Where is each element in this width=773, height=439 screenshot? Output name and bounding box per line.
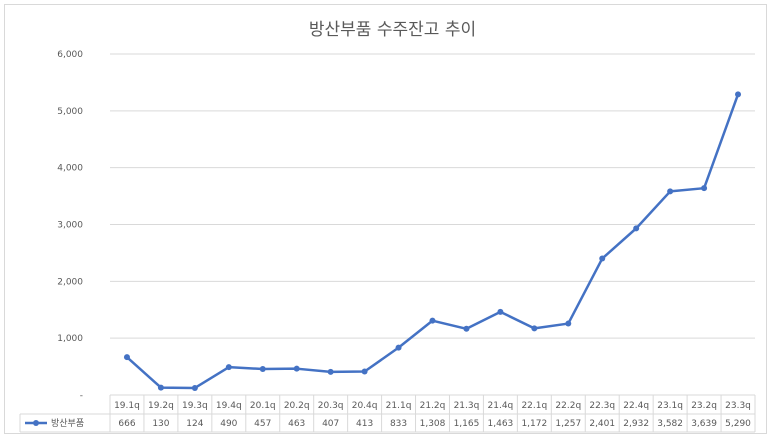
- data-table-value: 1,172: [521, 419, 547, 429]
- data-point: [701, 185, 708, 192]
- y-tick-label: 1,000: [57, 334, 83, 344]
- data-point: [191, 384, 198, 391]
- data-point: [395, 344, 402, 351]
- data-table-value: 407: [322, 419, 339, 429]
- data-table-value: 2,932: [623, 419, 649, 429]
- x-tick-label: 19.4q: [216, 401, 242, 411]
- data-table-value: 833: [390, 419, 407, 429]
- y-tick-label: 6,000: [57, 50, 83, 60]
- data-point: [361, 368, 368, 375]
- x-tick-label: 21.4q: [488, 401, 514, 411]
- data-table-value: 1,463: [488, 419, 514, 429]
- x-tick-label: 23.1q: [657, 401, 683, 411]
- x-tick-label: 21.3q: [454, 401, 480, 411]
- x-tick-label: 21.1q: [386, 401, 412, 411]
- x-tick-label: 22.4q: [623, 401, 649, 411]
- chart-frame: 방산부품 수주잔고 추이 - 1,000 2,000 3,000 4,000 5,000 6,…: [4, 4, 767, 434]
- x-tick-label: 20.4q: [352, 401, 378, 411]
- data-point: [497, 308, 504, 315]
- data-point: [123, 354, 130, 361]
- data-table-value: 5,290: [725, 419, 751, 429]
- data-point: [565, 320, 572, 327]
- x-tick-label: 20.1q: [250, 401, 276, 411]
- data-table-value: 2,401: [589, 419, 615, 429]
- data-point: [293, 365, 300, 372]
- data-table-value: 1,165: [454, 419, 480, 429]
- data-point: [599, 255, 606, 262]
- data-point: [667, 188, 674, 195]
- y-tick-label: 4,000: [57, 164, 83, 174]
- x-tick-label: 22.2q: [555, 401, 581, 411]
- data-point: [225, 364, 232, 371]
- x-tick-label: 19.2q: [148, 401, 174, 411]
- data-point: [735, 91, 742, 98]
- x-tick-label: 23.2q: [691, 401, 717, 411]
- data-point: [327, 368, 334, 375]
- data-table-value: 124: [186, 419, 203, 429]
- y-tick-label: -: [80, 391, 83, 401]
- data-point: [463, 325, 470, 332]
- data-table-value: 3,639: [691, 419, 717, 429]
- x-tick-label: 22.1q: [521, 401, 547, 411]
- chart-title: 방산부품 수주잔고 추이: [309, 20, 476, 40]
- data-table-value: 1,257: [555, 419, 581, 429]
- x-tick-label: 20.3q: [318, 401, 344, 411]
- data-point: [259, 366, 266, 373]
- x-tick-label: 19.1q: [114, 401, 140, 411]
- data-point: [429, 317, 436, 324]
- data-point: [157, 384, 164, 391]
- data-table-value: 457: [254, 419, 271, 429]
- data-point: [531, 325, 538, 332]
- data-table-value: 130: [152, 419, 169, 429]
- data-point: [633, 225, 640, 232]
- x-tick-label: 20.2q: [284, 401, 310, 411]
- data-table-value: 463: [288, 419, 305, 429]
- data-table-value: 666: [118, 419, 135, 429]
- legend-series-name: 방산부품: [51, 418, 84, 429]
- x-tick-label: 22.3q: [589, 401, 615, 411]
- series-line: [126, 93, 740, 390]
- data-table-value: 3,582: [657, 419, 683, 429]
- data-table-value: 490: [220, 419, 237, 429]
- y-tick-label: 3,000: [57, 221, 83, 231]
- x-tick-label: 23.3q: [725, 401, 751, 411]
- x-tick-label: 19.3q: [182, 401, 208, 411]
- data-table-value: 1,308: [420, 419, 446, 429]
- legend-marker: [33, 420, 39, 426]
- y-tick-label: 5,000: [57, 107, 83, 117]
- chart-svg: 방산부품 수주잔고 추이 - 1,000 2,000 3,000 4,000 5,000 6,…: [19, 20, 756, 433]
- y-tick-label: 2,000: [57, 277, 83, 287]
- data-table-value: 413: [356, 419, 373, 429]
- x-tick-label: 21.2q: [420, 401, 446, 411]
